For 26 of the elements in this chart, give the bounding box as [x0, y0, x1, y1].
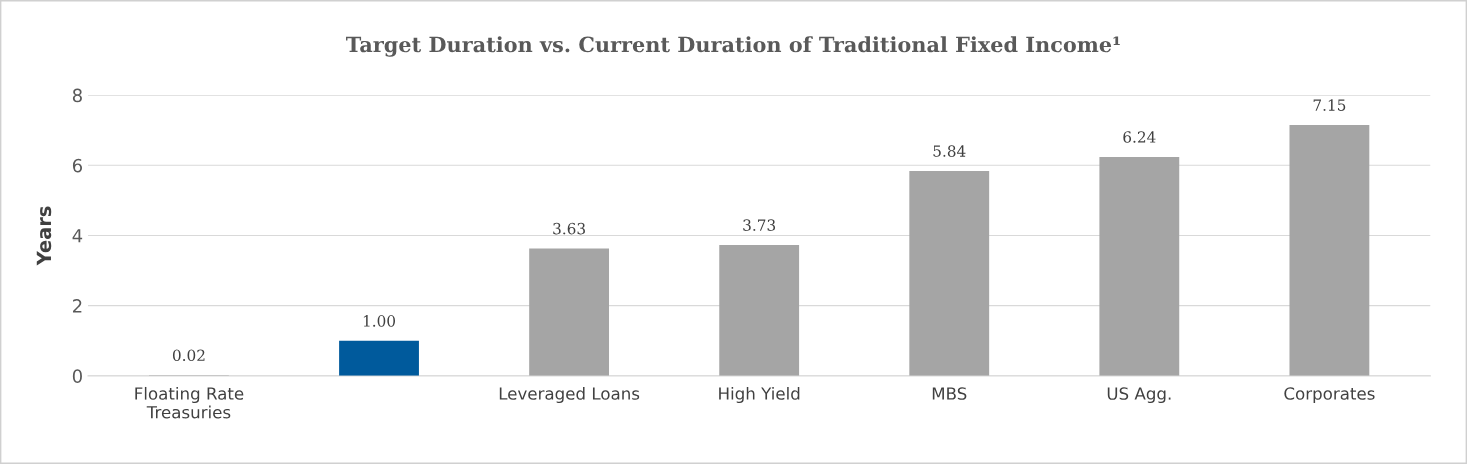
y-tick-label: 4: [72, 229, 83, 243]
bar: [909, 170, 990, 376]
x-tick-label: Corporates: [1284, 387, 1375, 404]
data-label: 7.15: [1313, 99, 1346, 111]
x-tick-label: High Yield: [719, 386, 800, 404]
x-tick-label: MBS: [932, 387, 967, 400]
data-label: 6.24: [1123, 131, 1156, 143]
bar: [529, 248, 610, 376]
data-label: 5.84: [933, 145, 966, 157]
bar: [1289, 124, 1370, 376]
y-tick-label: 0: [72, 369, 82, 383]
y-tick-label: 2: [72, 299, 82, 313]
y-axis-title: Years: [36, 206, 52, 266]
x-tick-label: Leveraged Loans: [499, 386, 640, 404]
y-tick-label: 8: [72, 88, 82, 103]
bar: [339, 340, 419, 376]
data-label: 1.00: [363, 315, 396, 327]
x-tick-label: Floating Rate Treasuries: [135, 386, 244, 419]
chart-title: Target Duration vs. Current Duration of Traditional Fixed Income¹: [346, 36, 1120, 57]
y-tick-label: 6: [72, 158, 83, 173]
data-label: 0.02: [172, 349, 205, 362]
bar: [1099, 156, 1180, 376]
x-tick-label: US Agg.: [1107, 387, 1171, 404]
data-label: 3.73: [743, 219, 776, 231]
data-label: 3.63: [553, 222, 585, 235]
bar: [719, 244, 800, 376]
